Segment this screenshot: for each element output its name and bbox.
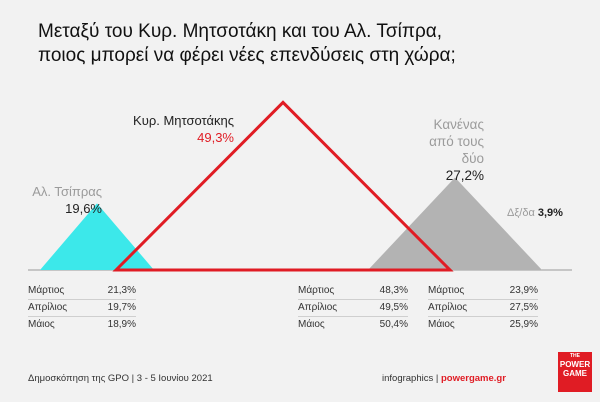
tsipras-label: Αλ. Τσίπρας 19,6% <box>10 183 102 217</box>
history-value: 25,9% <box>509 319 538 330</box>
history-row: Μάιος 25,9% <box>428 317 538 333</box>
history-value: 21,3% <box>107 285 136 296</box>
history-month: Απρίλιος <box>28 302 68 313</box>
history-row: Μάιος 50,4% <box>298 317 408 333</box>
history-value: 18,9% <box>107 319 136 330</box>
history-month: Μάιος <box>428 319 455 330</box>
history-month: Μάρτιος <box>428 285 465 296</box>
history-row: Απρίλιος 49,5% <box>298 300 408 317</box>
footer-source: Δημοσκόπηση της GPO | 3 - 5 Ιουνίου 2021 <box>28 373 213 384</box>
mitsotakis-history: Μάρτιος 48,3% Απρίλιος 49,5% Μάιος 50,4% <box>298 283 408 333</box>
title-line-1: Μεταξύ του Κυρ. Μητσοτάκη και του Αλ. Τσ… <box>38 21 443 42</box>
mitsotakis-triangle <box>112 100 454 272</box>
none-triangle <box>368 177 542 270</box>
history-row: Μάρτιος 21,3% <box>28 283 136 300</box>
tsipras-value: 19,6% <box>65 201 102 216</box>
history-month: Μάιος <box>298 319 325 330</box>
tsipras-history: Μάρτιος 21,3% Απρίλιος 19,7% Μάιος 18,9% <box>28 283 136 333</box>
history-row: Μάρτιος 23,9% <box>428 283 538 300</box>
logo-line-2: GAME <box>563 369 587 378</box>
mitsotakis-label: Κυρ. Μητσοτάκης 49,3% <box>100 112 234 146</box>
history-row: Μάιος 18,9% <box>28 317 136 333</box>
history-value: 27,5% <box>509 302 538 313</box>
history-month: Μάρτιος <box>298 285 335 296</box>
chart-title: Μεταξύ του Κυρ. Μητσοτάκη και του Αλ. Τσ… <box>38 20 578 68</box>
dkna-label: Δξ/δα 3,9% <box>507 205 563 222</box>
history-row: Απρίλιος 19,7% <box>28 300 136 317</box>
footer-credit: infographics | powergame.gr <box>382 373 506 384</box>
history-month: Μάρτιος <box>28 285 65 296</box>
dkna-text: Δξ/δα <box>507 207 535 219</box>
history-month: Μάιος <box>28 319 55 330</box>
logo-line-1: POWER <box>559 360 591 369</box>
none-line-2: από τους <box>429 134 484 149</box>
history-month: Απρίλιος <box>298 302 338 313</box>
history-value: 49,5% <box>379 302 408 313</box>
tsipras-name: Αλ. Τσίπρας <box>32 184 102 199</box>
history-row: Απρίλιος 27,5% <box>428 300 538 317</box>
history-value: 23,9% <box>509 285 538 296</box>
none-label: Κανένας από τους δύο 27,2% <box>420 116 484 184</box>
credit-prefix: infographics | <box>382 373 441 384</box>
dkna-value: 3,9% <box>537 207 563 219</box>
credit-site: powergame.gr <box>440 373 506 384</box>
tsipras-triangle <box>40 203 154 270</box>
title-line-2: ποιος μπορεί να φέρει νέες επενδύσεις στ… <box>38 45 456 66</box>
history-row: Μάρτιος 48,3% <box>298 283 408 300</box>
logo-top: THE <box>570 353 580 359</box>
mitsotakis-value: 49,3% <box>197 130 234 145</box>
history-value: 48,3% <box>379 285 408 296</box>
mitsotakis-name: Κυρ. Μητσοτάκης <box>133 113 234 128</box>
power-game-logo: THE POWER GAME <box>558 352 592 392</box>
history-value: 50,4% <box>379 319 408 330</box>
none-history: Μάρτιος 23,9% Απρίλιος 27,5% Μάιος 25,9% <box>428 283 538 333</box>
none-line-3: δύο <box>461 151 484 166</box>
none-value: 27,2% <box>445 168 484 183</box>
none-line-1: Κανένας <box>433 117 484 132</box>
history-value: 19,7% <box>107 302 136 313</box>
history-month: Απρίλιος <box>428 302 468 313</box>
